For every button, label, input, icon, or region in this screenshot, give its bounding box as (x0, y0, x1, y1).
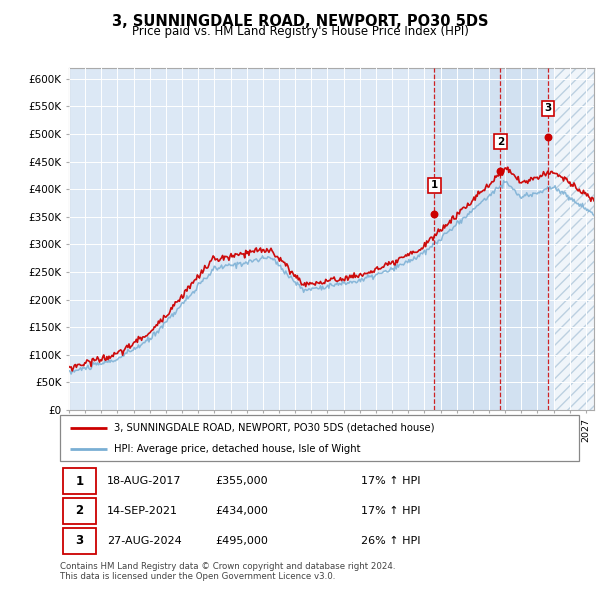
Text: 1: 1 (76, 474, 83, 487)
Text: 27-AUG-2024: 27-AUG-2024 (107, 536, 181, 546)
Bar (554, 68, 594, 410)
Text: 2: 2 (497, 137, 504, 147)
Text: 3, SUNNINGDALE ROAD, NEWPORT, PO30 5DS (detached house): 3, SUNNINGDALE ROAD, NEWPORT, PO30 5DS (… (115, 423, 435, 433)
FancyBboxPatch shape (60, 415, 579, 461)
Text: 3: 3 (76, 535, 83, 548)
Text: £434,000: £434,000 (216, 506, 269, 516)
Text: 1: 1 (431, 181, 438, 191)
Text: 2: 2 (76, 504, 83, 517)
Text: 26% ↑ HPI: 26% ↑ HPI (361, 536, 421, 546)
Text: £495,000: £495,000 (216, 536, 269, 546)
Text: Price paid vs. HM Land Registry's House Price Index (HPI): Price paid vs. HM Land Registry's House … (131, 25, 469, 38)
Text: 18-AUG-2017: 18-AUG-2017 (107, 476, 181, 486)
Text: 3: 3 (544, 103, 551, 113)
Text: 14-SEP-2021: 14-SEP-2021 (107, 506, 178, 516)
Text: 17% ↑ HPI: 17% ↑ HPI (361, 476, 421, 486)
Text: 17% ↑ HPI: 17% ↑ HPI (361, 506, 421, 516)
Text: 3, SUNNINGDALE ROAD, NEWPORT, PO30 5DS: 3, SUNNINGDALE ROAD, NEWPORT, PO30 5DS (112, 14, 488, 29)
Bar (500, 68, 548, 410)
Point (496, 166, 505, 175)
Text: Contains HM Land Registry data © Crown copyright and database right 2024.: Contains HM Land Registry data © Crown c… (60, 562, 395, 571)
Text: £355,000: £355,000 (216, 476, 268, 486)
Point (543, 132, 553, 142)
FancyBboxPatch shape (62, 468, 97, 494)
FancyBboxPatch shape (62, 498, 97, 524)
Text: HPI: Average price, detached house, Isle of Wight: HPI: Average price, detached house, Isle… (115, 444, 361, 454)
Bar (434, 68, 500, 410)
Text: This data is licensed under the Open Government Licence v3.0.: This data is licensed under the Open Gov… (60, 572, 335, 581)
Point (430, 209, 439, 219)
FancyBboxPatch shape (62, 527, 97, 554)
